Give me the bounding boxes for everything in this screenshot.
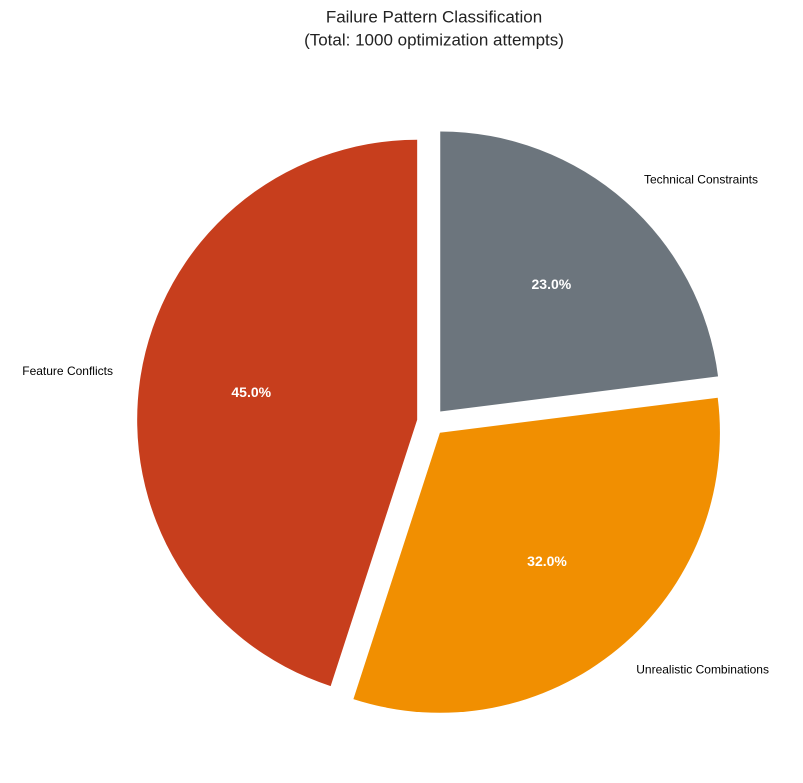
slice-label: Feature Conflicts (22, 364, 113, 378)
percent-label: 23.0% (532, 276, 572, 292)
chart-subtitle: (Total: 1000 optimization attempts) (304, 30, 564, 49)
slice-label: Unrealistic Combinations (636, 662, 769, 676)
slice-label: Technical Constraints (644, 173, 758, 187)
percent-label: 45.0% (231, 384, 271, 400)
pie-slice (353, 397, 720, 713)
chart-title: Failure Pattern Classification (326, 7, 542, 26)
pie-slice (137, 139, 418, 687)
percent-label: 32.0% (527, 553, 567, 569)
pie-slice (440, 131, 719, 412)
